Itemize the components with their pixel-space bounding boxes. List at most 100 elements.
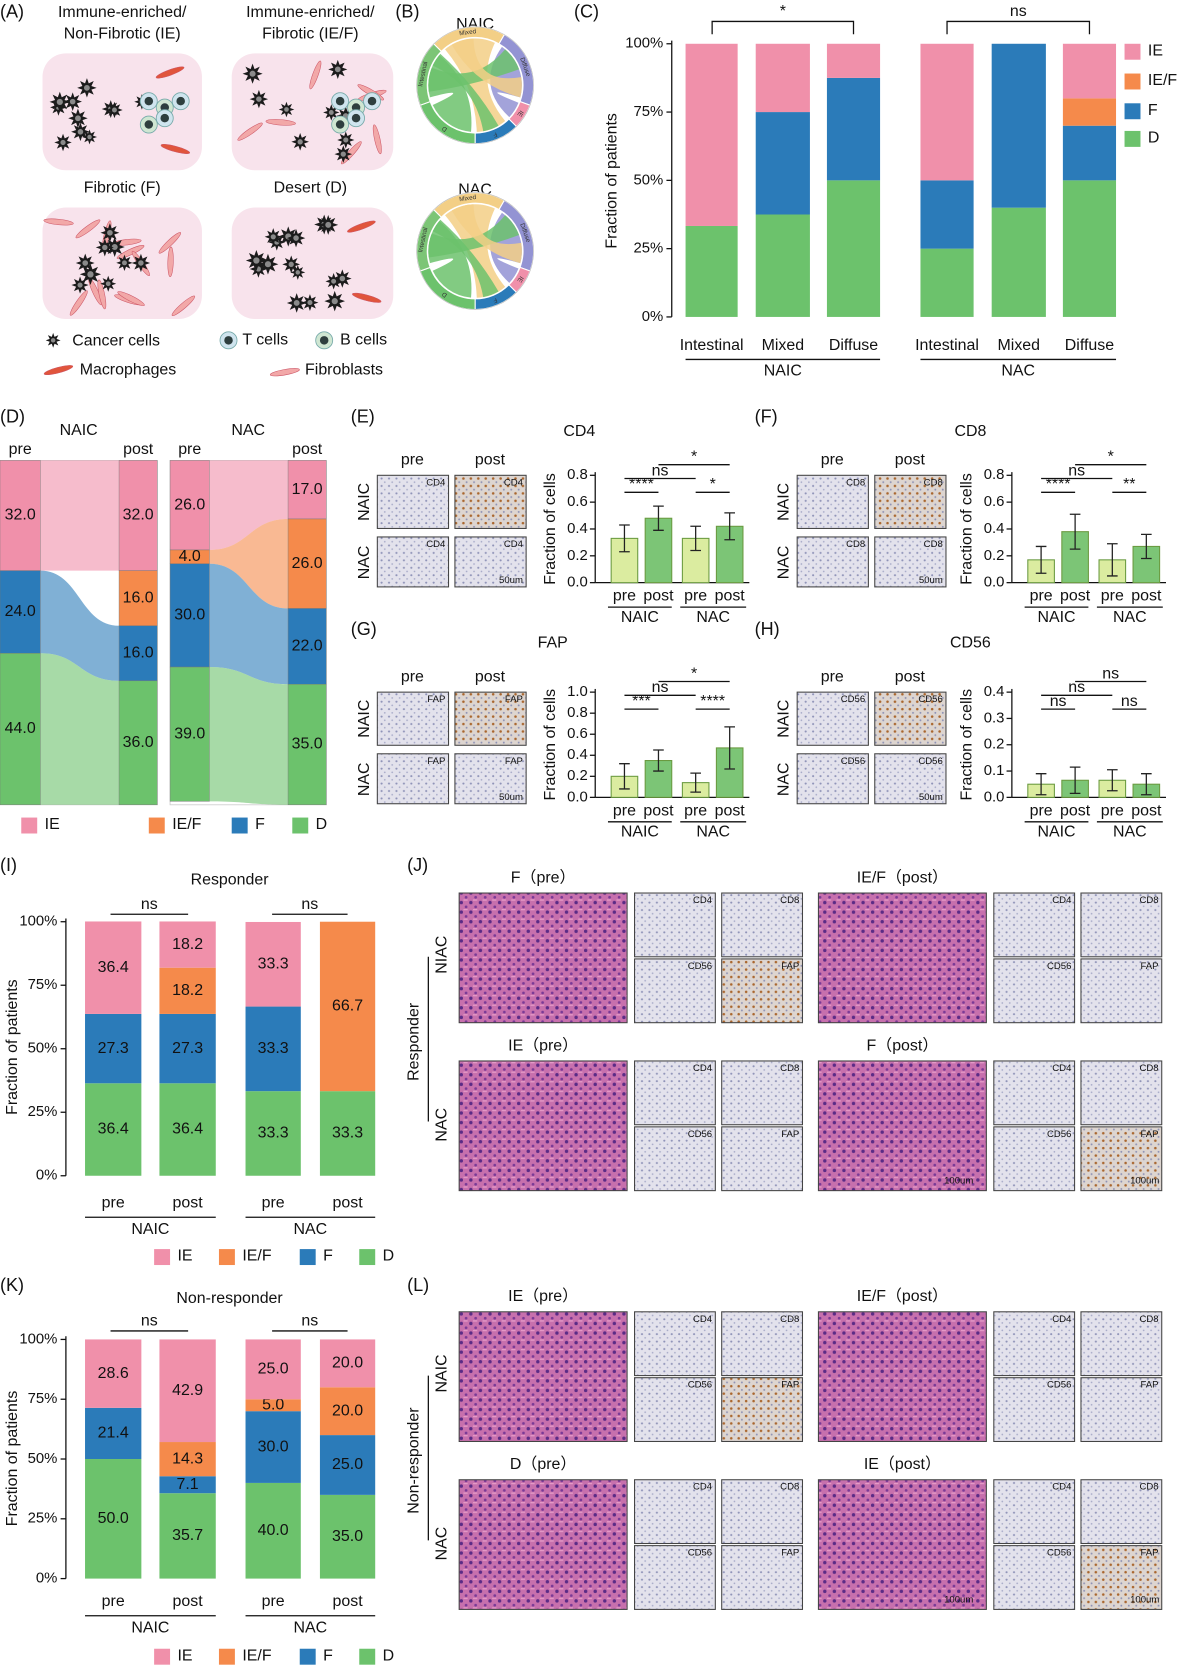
stain-tag: CD56 — [841, 694, 865, 705]
segment-label: 33.3 — [258, 1040, 289, 1057]
x-tick-label: post — [173, 1195, 204, 1212]
ihc-image — [721, 892, 804, 958]
spindle-cell — [155, 66, 185, 79]
segment-label: 36.4 — [98, 1121, 129, 1138]
row-label: NAC — [776, 762, 793, 796]
ihc-image — [634, 1060, 716, 1126]
cancer-nucleus — [50, 338, 56, 343]
sankey-node — [169, 563, 210, 668]
ihc-image — [634, 1377, 716, 1443]
node-label: 24.0 — [5, 603, 36, 620]
bar-segment — [319, 1494, 376, 1579]
test-label: ns — [301, 1313, 318, 1330]
stage-label: post — [895, 452, 926, 469]
error-bar — [724, 726, 735, 770]
bar-segment — [319, 1435, 376, 1495]
ihc-image — [993, 1377, 1076, 1443]
segment-label: 36.4 — [98, 959, 129, 976]
lymphocyte-nucleus — [224, 336, 233, 345]
y-axis-label: Fraction of patients — [4, 979, 21, 1115]
x-tick-label: post — [1131, 802, 1162, 819]
test-label: ns — [141, 896, 158, 913]
legend-label: D — [1148, 130, 1160, 147]
segment-label: 27.3 — [172, 1040, 203, 1057]
y-axis-label: Fraction of cells — [542, 473, 559, 585]
stain-tag: CD4 — [1052, 895, 1072, 906]
panel-letter: (F) — [755, 407, 778, 427]
cancer-nucleus — [325, 221, 332, 228]
segment-label: 66.7 — [332, 998, 363, 1015]
panel-letter: (H) — [755, 619, 780, 639]
chord — [428, 49, 520, 92]
cancer-nucleus — [297, 139, 303, 145]
micrograph — [796, 691, 869, 746]
stain-tag: CD4 — [504, 539, 524, 550]
x-tick-label: Mixed — [998, 337, 1041, 354]
stain-tag: CD4 — [1052, 1314, 1072, 1325]
legend-label: IE — [45, 816, 60, 833]
subtype-title: Fibrotic (IE/F) — [262, 25, 359, 42]
cancer-nucleus — [82, 260, 89, 266]
stain-tag: CD56 — [688, 1129, 712, 1140]
he-image — [458, 1311, 628, 1443]
group-label: NAIC — [1037, 824, 1075, 841]
stain-tag: CD56 — [918, 694, 942, 705]
row-label: NAIC — [356, 700, 373, 738]
stain-tag: CD56 — [688, 1380, 712, 1391]
chord-label: IE — [515, 275, 524, 284]
legend-label: F — [255, 816, 265, 833]
bar — [715, 747, 744, 798]
spindle-cell — [117, 291, 145, 306]
segment-label: 42.9 — [172, 1382, 203, 1399]
bar-segment — [85, 1407, 142, 1460]
group-label: NAIC — [131, 1221, 169, 1238]
bar-segment — [920, 180, 974, 249]
panel-letter: (D) — [0, 407, 25, 427]
bar-segment — [159, 921, 216, 968]
y-tick-label: 0% — [36, 1168, 57, 1184]
ihc-image — [1080, 892, 1163, 958]
sankey-node — [118, 460, 158, 571]
error-bar — [690, 772, 701, 793]
cancer-nucleus — [264, 261, 272, 268]
legend-swatch — [1124, 43, 1141, 60]
bar-segment — [991, 207, 1046, 317]
segment-label: 18.2 — [172, 982, 203, 999]
node-label: 30.0 — [174, 607, 205, 624]
y-tick-label: 0.4 — [567, 521, 588, 537]
ihc-image — [1080, 1060, 1163, 1126]
stage-label: post — [895, 668, 926, 685]
bar-segment — [1062, 43, 1117, 99]
spindle-cell — [171, 295, 196, 316]
cancer-nucleus — [77, 282, 83, 288]
cancer-nucleus — [339, 275, 346, 282]
segment-label: 35.0 — [332, 1528, 363, 1545]
x-tick-label: post — [715, 588, 746, 605]
scale-label: 100um — [944, 1176, 973, 1187]
segment-label: 27.3 — [98, 1040, 129, 1057]
subtype-title: Desert (D) — [274, 180, 348, 197]
spindle-cell — [158, 232, 182, 254]
node-label: 16.0 — [123, 644, 154, 661]
legend-swatch — [1124, 130, 1141, 147]
spindle-cell — [43, 365, 74, 376]
bar-segment — [245, 1411, 301, 1483]
stain-tag: CD8 — [924, 539, 943, 550]
stain-tag: CD56 — [1047, 1380, 1071, 1391]
node-label: 32.0 — [5, 507, 36, 524]
micrograph — [376, 536, 450, 588]
cancer-nucleus — [334, 66, 341, 73]
test-label: *** — [632, 693, 651, 710]
segment-label: 40.0 — [258, 1522, 289, 1539]
bar-segment — [755, 214, 810, 317]
chord-label: F — [492, 130, 498, 138]
row-label: NAC — [356, 762, 373, 796]
y-tick-label: 0.2 — [984, 737, 1005, 753]
cancer-nucleus — [111, 107, 117, 113]
stain-tag: CD4 — [1052, 1063, 1072, 1074]
cancer-nucleus — [331, 278, 337, 284]
row-label: NAIC — [776, 700, 793, 738]
stage-label: pre — [401, 668, 424, 685]
x-tick-label: pre — [102, 1593, 125, 1610]
group-label: NAC — [294, 1221, 328, 1238]
